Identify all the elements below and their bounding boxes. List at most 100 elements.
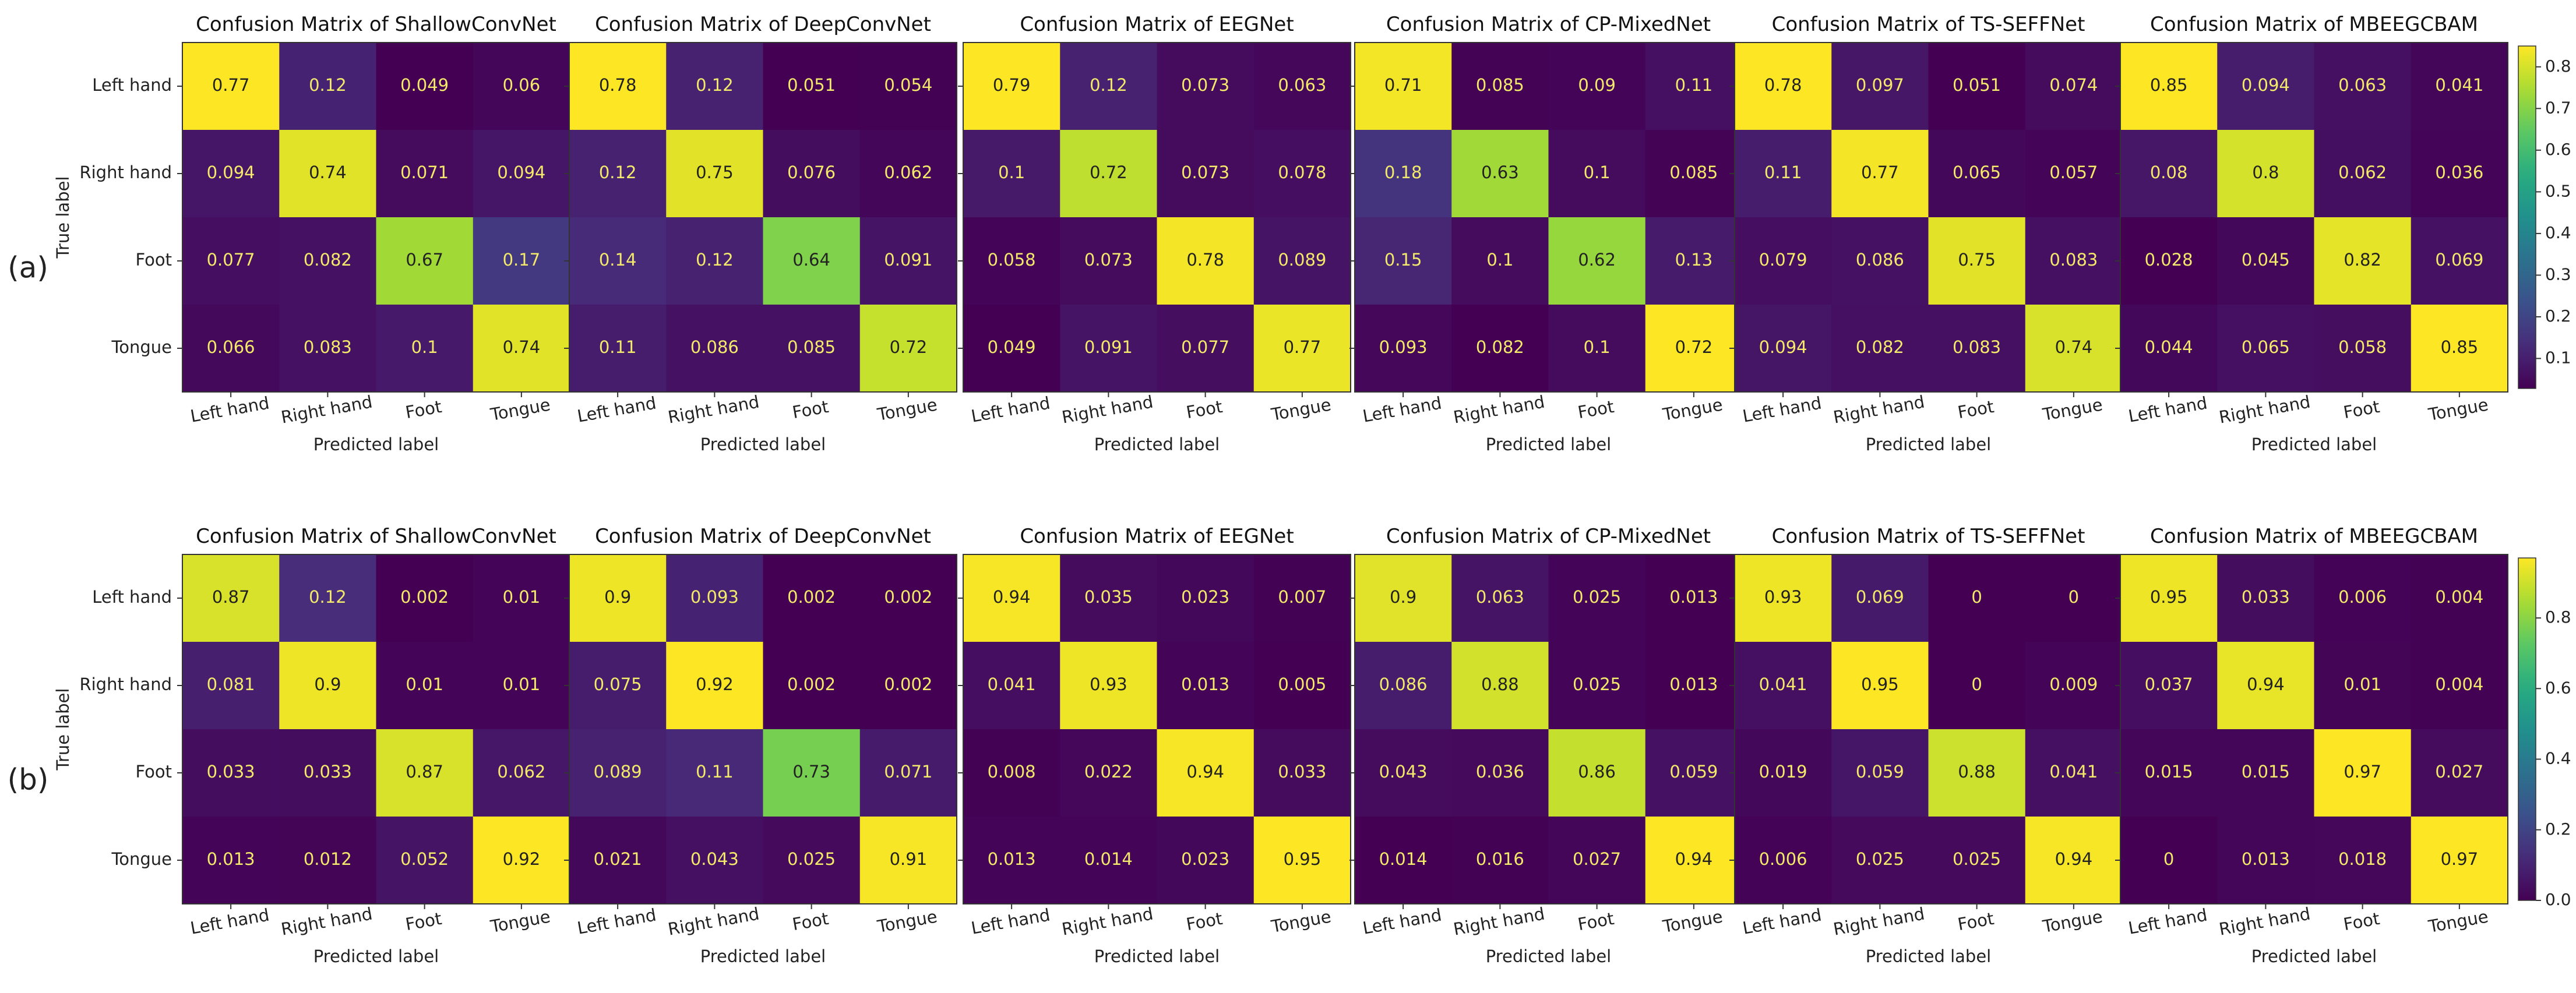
r1-mbeegcbam-xtick-label-foot: Foot — [2342, 397, 2381, 422]
r1-shallowconvnet-cell-right-hand-foot — [376, 130, 474, 218]
r1-eegnet-cell-foot-right-hand — [1060, 217, 1158, 305]
r2-shallowconvnet-cell-left-hand-tongue — [473, 554, 570, 642]
r2-cp-mixednet-cell-foot-foot — [1548, 729, 1646, 817]
r1-cp-mixednet-xtick-label-right-hand: Right hand — [1452, 392, 1546, 427]
r1-shallowconvnet-ylabel: True label — [53, 176, 73, 259]
r1-deepconvnet-cell-tongue-right-hand — [666, 305, 764, 393]
r2-mbeegcbam-cell-left-hand-foot — [2314, 554, 2412, 642]
r2-deepconvnet-cell-tongue-left-hand — [569, 817, 667, 904]
r1-deepconvnet-value-foot-left-hand: 0.14 — [599, 250, 637, 270]
r1-ts-seffnet-xtick-label-right-hand: Right hand — [1832, 392, 1926, 427]
r2-deepconvnet-value-tongue-foot: 0.025 — [787, 849, 836, 869]
r2-mbeegcbam-cell-left-hand-left-hand — [2120, 554, 2218, 642]
r2-shallowconvnet-value-foot-tongue: 0.062 — [497, 762, 545, 782]
r2-cp-mixednet-cell-foot-right-hand — [1451, 729, 1549, 817]
r2-cp-mixednet-cell-right-hand-left-hand — [1355, 642, 1452, 730]
r2-mbeegcbam-cell-foot-tongue — [2411, 729, 2508, 817]
r1-ts-seffnet-value-left-hand-tongue: 0.074 — [2049, 75, 2098, 95]
r1-shallowconvnet-cell-foot-tongue — [473, 217, 570, 305]
r2-ts-seffnet-matrix: Confusion Matrix of TS-SEFFNet 0.93 0.069 0… — [1729, 525, 2123, 966]
r2-eegnet-value-tongue-right-hand: 0.014 — [1084, 849, 1133, 869]
r1-mbeegcbam-xlabel: Predicted label — [2251, 434, 2377, 454]
colorbar-tick-label: 0.0 — [2545, 890, 2571, 909]
r1-deepconvnet-cell-foot-right-hand — [666, 217, 764, 305]
r1-deepconvnet-xtick-label-tongue: Tongue — [875, 394, 939, 425]
r2-cp-mixednet-xtick-label-foot: Foot — [1576, 909, 1615, 934]
r2-shallowconvnet-ytick-label-foot: Foot — [135, 762, 172, 782]
r1-ts-seffnet-cell-foot-foot — [1928, 217, 2026, 305]
r1-cp-mixednet-value-foot-left-hand: 0.15 — [1384, 250, 1422, 270]
r2-cp-mixednet-value-right-hand-left-hand: 0.086 — [1379, 674, 1428, 694]
r2-ts-seffnet-value-right-hand-foot: 0 — [1971, 674, 1982, 694]
r1-mbeegcbam-cell-right-hand-left-hand — [2120, 130, 2218, 218]
r2-mbeegcbam-value-tongue-foot: 0.018 — [2338, 849, 2387, 869]
r1-ts-seffnet-cell-left-hand-left-hand — [1735, 43, 1832, 130]
r1-shallowconvnet-cell-tongue-foot — [376, 305, 474, 393]
r1-ts-seffnet-value-tongue-foot: 0.083 — [1953, 337, 2001, 357]
r1-mbeegcbam-value-left-hand-right-hand: 0.094 — [2242, 75, 2290, 95]
r1-mbeegcbam-value-foot-tongue: 0.069 — [2435, 250, 2483, 270]
r2-eegnet-title: Confusion Matrix of EEGNet — [1020, 525, 1294, 548]
r2-eegnet-cell-left-hand-left-hand — [963, 554, 1060, 642]
colorbar-tick-label: 0.2 — [2545, 819, 2571, 839]
r2-eegnet-xtick-label-tongue: Tongue — [1269, 906, 1333, 937]
r2-mbeegcbam-matrix: Confusion Matrix of MBEEGCBAM 0.95 0.033 0.… — [2115, 525, 2508, 966]
r1-cp-mixednet-xtick-label-left-hand: Left hand — [1361, 393, 1443, 426]
r1-ts-seffnet-value-tongue-left-hand: 0.094 — [1759, 337, 1807, 357]
r1-cp-mixednet-xtick-label-tongue: Tongue — [1661, 394, 1724, 425]
r1-mbeegcbam-cell-right-hand-foot — [2314, 130, 2412, 218]
r2-cp-mixednet-cell-tongue-left-hand — [1355, 817, 1452, 904]
r2-eegnet-value-left-hand-right-hand: 0.035 — [1084, 587, 1133, 607]
r1-cp-mixednet-cell-tongue-right-hand — [1451, 305, 1549, 393]
r1-shallowconvnet-cell-left-hand-left-hand — [182, 43, 280, 130]
r2-ts-seffnet-cell-foot-foot — [1928, 729, 2026, 817]
r2-ts-seffnet-value-foot-tongue: 0.041 — [2049, 762, 2098, 782]
r1-deepconvnet-value-left-hand-right-hand: 0.12 — [696, 75, 734, 95]
r2-eegnet-cell-foot-left-hand — [963, 729, 1060, 817]
r1-eegnet-cell-left-hand-left-hand — [963, 43, 1060, 130]
r2-deepconvnet-cell-tongue-right-hand — [666, 817, 764, 904]
r2-shallowconvnet-value-left-hand-left-hand: 0.87 — [212, 587, 250, 607]
r1-mbeegcbam-value-right-hand-right-hand: 0.8 — [2252, 162, 2279, 182]
r1-cp-mixednet-cell-foot-left-hand — [1355, 217, 1452, 305]
r2-mbeegcbam-cell-right-hand-tongue — [2411, 642, 2508, 730]
r2-shallowconvnet-cell-tongue-left-hand — [182, 817, 280, 904]
r2-mbeegcbam-title: Confusion Matrix of MBEEGCBAM — [2150, 525, 2478, 548]
r1-mbeegcbam-cell-tongue-tongue — [2411, 305, 2508, 393]
r2-ts-seffnet-cell-foot-left-hand — [1735, 729, 1832, 817]
r2-ts-seffnet-cell-foot-tongue — [2025, 729, 2123, 817]
r1-shallowconvnet-value-tongue-tongue: 0.74 — [503, 337, 541, 357]
r2-mbeegcbam-cell-left-hand-right-hand — [2217, 554, 2315, 642]
r2-ts-seffnet-xtick-label-left-hand: Left hand — [1741, 905, 1823, 938]
r1-eegnet-value-right-hand-foot: 0.073 — [1181, 162, 1229, 182]
r1-cp-mixednet-cell-foot-foot — [1548, 217, 1646, 305]
r1-eegnet-cell-tongue-foot — [1157, 305, 1254, 393]
r2-eegnet-value-foot-right-hand: 0.022 — [1084, 762, 1133, 782]
r1-shallowconvnet-value-foot-tongue: 0.17 — [503, 250, 541, 270]
r1-mbeegcbam-matrix: Confusion Matrix of MBEEGCBAM 0.85 0.094 0.… — [2115, 13, 2508, 454]
r1-deepconvnet-cell-right-hand-tongue — [859, 130, 957, 218]
r2-ts-seffnet-cell-left-hand-tongue — [2025, 554, 2123, 642]
r1-mbeegcbam-value-right-hand-foot: 0.062 — [2338, 162, 2387, 182]
r1-mbeegcbam-cell-foot-right-hand — [2217, 217, 2315, 305]
r1-deepconvnet-cell-foot-foot — [763, 217, 861, 305]
r2-shallowconvnet-cell-left-hand-left-hand — [182, 554, 280, 642]
r1-shallowconvnet-matrix: Confusion Matrix of ShallowConvNet 0.77 0.… — [53, 13, 570, 454]
r1-cp-mixednet-value-tongue-right-hand: 0.082 — [1476, 337, 1524, 357]
r1-deepconvnet-value-right-hand-tongue: 0.062 — [884, 162, 932, 182]
r2-cp-mixednet-value-right-hand-foot: 0.025 — [1573, 674, 1621, 694]
r2-cp-mixednet-xtick-label-left-hand: Left hand — [1361, 905, 1443, 938]
r2-deepconvnet-value-left-hand-left-hand: 0.9 — [604, 587, 631, 607]
r1-mbeegcbam-value-foot-left-hand: 0.028 — [2145, 250, 2193, 270]
r1-deepconvnet-value-right-hand-right-hand: 0.75 — [696, 162, 734, 182]
r2-ts-seffnet-cell-left-hand-foot — [1928, 554, 2026, 642]
r2-eegnet-cell-right-hand-foot — [1157, 642, 1254, 730]
r1-shallowconvnet-cell-right-hand-right-hand — [279, 130, 377, 218]
r2-cp-mixednet-value-foot-tongue: 0.059 — [1669, 762, 1718, 782]
r1-shallowconvnet-xtick-label-right-hand: Right hand — [280, 392, 374, 427]
r2-shallowconvnet-ytick-label-left-hand: Left hand — [92, 587, 172, 607]
r2-shallowconvnet-value-right-hand-tongue: 0.01 — [503, 674, 541, 694]
colorbar-tick-label: 0.4 — [2545, 223, 2571, 242]
r2-eegnet-value-tongue-tongue: 0.95 — [1284, 849, 1322, 869]
r2-eegnet-cell-right-hand-right-hand — [1060, 642, 1158, 730]
